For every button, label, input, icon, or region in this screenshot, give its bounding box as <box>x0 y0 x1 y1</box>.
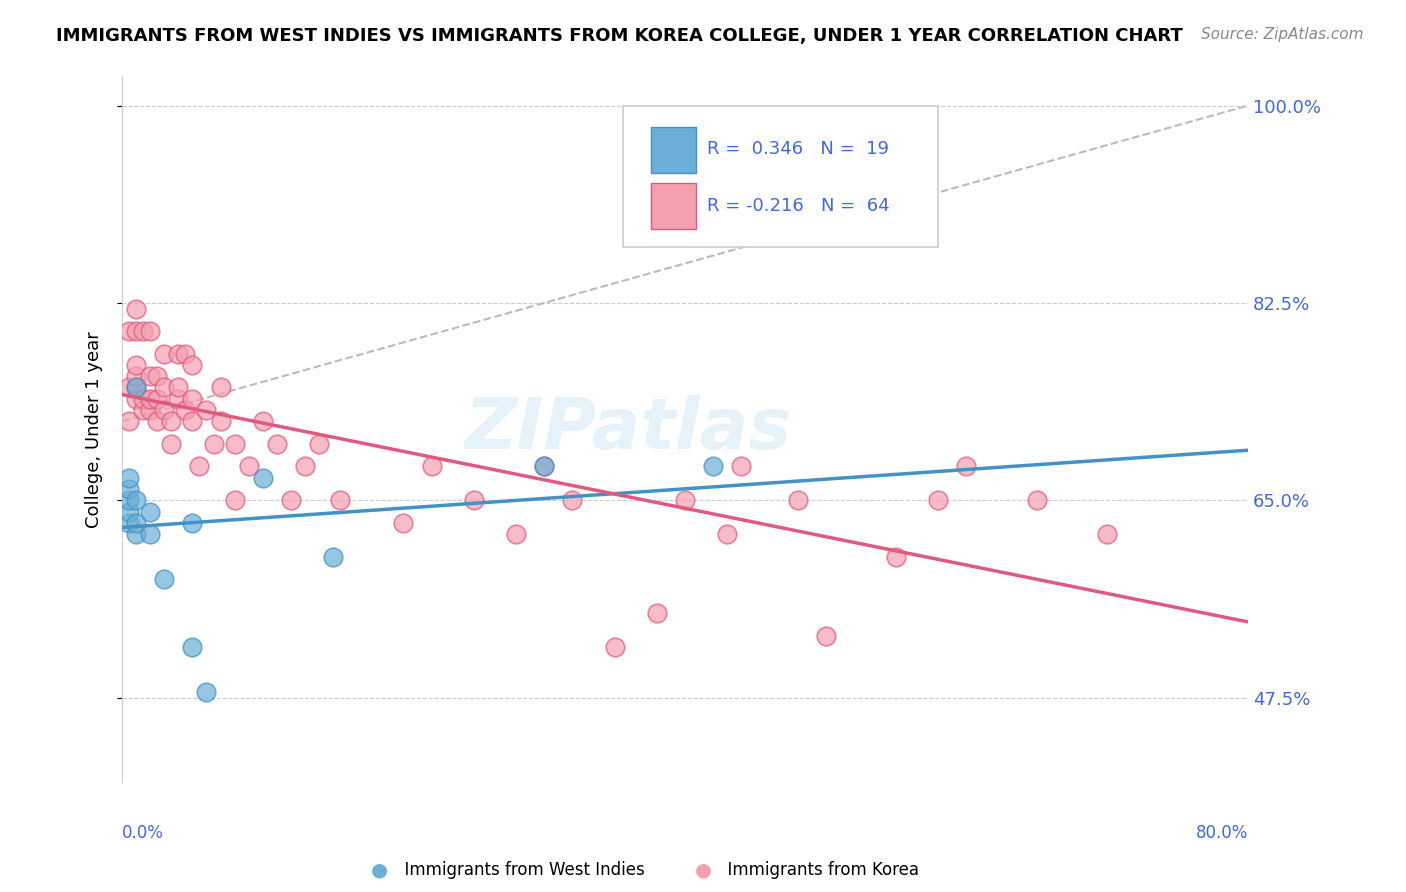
Text: Source: ZipAtlas.com: Source: ZipAtlas.com <box>1201 27 1364 42</box>
Point <box>561 493 583 508</box>
Point <box>181 358 204 372</box>
Point <box>1095 527 1118 541</box>
Point <box>132 324 155 338</box>
Point <box>139 527 162 541</box>
Point <box>294 459 316 474</box>
Bar <box>651 183 696 229</box>
Text: ZIPatlas: ZIPatlas <box>465 395 793 464</box>
Point <box>125 301 148 316</box>
Point <box>118 380 141 394</box>
Point <box>125 527 148 541</box>
Point <box>224 493 246 508</box>
Text: Immigrants from West Indies: Immigrants from West Indies <box>394 861 644 879</box>
Point <box>132 403 155 417</box>
Point <box>118 493 141 508</box>
Text: R = -0.216   N =  64: R = -0.216 N = 64 <box>707 197 890 215</box>
Point <box>181 392 204 406</box>
Point <box>118 324 141 338</box>
Point <box>786 493 808 508</box>
Point <box>118 516 141 530</box>
Point <box>153 572 176 586</box>
Text: IMMIGRANTS FROM WEST INDIES VS IMMIGRANTS FROM KOREA COLLEGE, UNDER 1 YEAR CORRE: IMMIGRANTS FROM WEST INDIES VS IMMIGRANT… <box>56 27 1182 45</box>
Point <box>132 392 155 406</box>
Point <box>181 640 204 654</box>
Text: 0.0%: 0.0% <box>122 824 165 842</box>
Point <box>392 516 415 530</box>
Point <box>160 437 183 451</box>
Point <box>927 493 949 508</box>
Point <box>209 414 232 428</box>
Point <box>139 504 162 518</box>
Point <box>266 437 288 451</box>
Point <box>118 414 141 428</box>
Point <box>125 324 148 338</box>
Point <box>505 527 527 541</box>
Point <box>209 380 232 394</box>
Text: Immigrants from Korea: Immigrants from Korea <box>717 861 920 879</box>
FancyBboxPatch shape <box>623 105 938 246</box>
Point <box>1025 493 1047 508</box>
Point <box>884 549 907 564</box>
Point <box>125 369 148 384</box>
Y-axis label: College, Under 1 year: College, Under 1 year <box>86 332 103 528</box>
Bar <box>651 127 696 172</box>
Point <box>167 392 190 406</box>
Point <box>181 516 204 530</box>
Point <box>139 324 162 338</box>
Point <box>329 493 352 508</box>
Point <box>174 346 197 360</box>
Point <box>118 482 141 496</box>
Point <box>139 369 162 384</box>
Point <box>146 369 169 384</box>
Point <box>125 380 148 394</box>
Point <box>153 346 176 360</box>
Point <box>181 414 204 428</box>
Point <box>167 346 190 360</box>
Point <box>533 459 555 474</box>
Point <box>125 380 148 394</box>
Text: 80.0%: 80.0% <box>1195 824 1249 842</box>
Point <box>146 414 169 428</box>
Point <box>308 437 330 451</box>
Point <box>673 493 696 508</box>
Point <box>167 380 190 394</box>
Point <box>146 392 169 406</box>
Point <box>118 471 141 485</box>
Point <box>533 459 555 474</box>
Text: ●: ● <box>695 860 711 880</box>
Point <box>153 403 176 417</box>
Point <box>814 628 837 642</box>
Point <box>603 640 626 654</box>
Point <box>195 685 218 699</box>
Point <box>322 549 344 564</box>
Point <box>174 403 197 417</box>
Point <box>238 459 260 474</box>
Point <box>252 471 274 485</box>
Point <box>420 459 443 474</box>
Point <box>202 437 225 451</box>
Point <box>702 459 724 474</box>
Point <box>188 459 211 474</box>
Point <box>125 392 148 406</box>
Point <box>280 493 302 508</box>
Point <box>125 516 148 530</box>
Point <box>139 403 162 417</box>
Point <box>463 493 485 508</box>
Point <box>195 403 218 417</box>
Point <box>730 459 752 474</box>
Text: R =  0.346   N =  19: R = 0.346 N = 19 <box>707 140 890 158</box>
Point <box>125 358 148 372</box>
Point <box>125 493 148 508</box>
Point <box>118 504 141 518</box>
Point <box>160 414 183 428</box>
Text: ●: ● <box>371 860 388 880</box>
Point <box>955 459 977 474</box>
Point <box>224 437 246 451</box>
Point <box>252 414 274 428</box>
Point <box>716 527 738 541</box>
Point <box>645 606 668 620</box>
Point <box>153 380 176 394</box>
Point <box>139 392 162 406</box>
